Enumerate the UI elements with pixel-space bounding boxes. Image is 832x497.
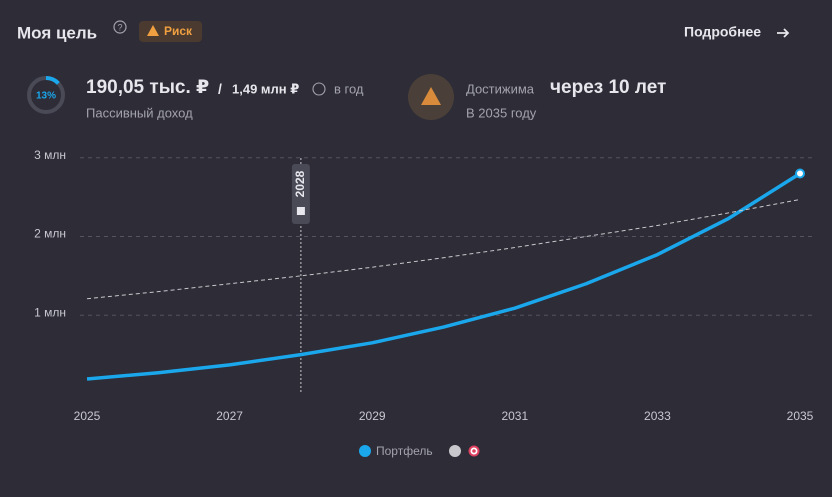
reach-caption: В 2035 году [466, 105, 537, 120]
risk-label: Риск [164, 24, 193, 38]
progress-arc [45, 76, 60, 85]
marker-badge [291, 164, 310, 224]
period: в год [334, 81, 364, 96]
svg-text:?: ? [117, 22, 122, 32]
arrow-icon [777, 28, 790, 38]
target-income: 1,49 млн ₽ [232, 81, 299, 96]
x-tick-label: 2025 [74, 409, 101, 423]
flag-icon [296, 207, 305, 215]
legend-label[interactable]: Портфель [376, 444, 433, 458]
income: 190,05 тыс. ₽ [86, 77, 209, 98]
income-caption: Пассивный доход [86, 105, 193, 120]
help-icon[interactable]: ? [113, 20, 127, 34]
progress-label: 13% [36, 91, 56, 102]
risk-icon [147, 25, 159, 36]
y-tick-label: 3 млн [34, 148, 66, 162]
marker-label: 2028 [293, 170, 307, 197]
reach-prefix: Достижима [466, 81, 535, 96]
risk-badge [139, 21, 202, 42]
x-tick-label: 2027 [216, 409, 243, 423]
x-tick-label: 2033 [644, 409, 671, 423]
details-link[interactable]: Подробнее [684, 24, 761, 40]
end-point [795, 168, 805, 179]
y-tick-label: 1 млн [34, 305, 66, 319]
x-tick-label: 2031 [501, 409, 528, 423]
help-icon[interactable] [312, 82, 326, 96]
x-tick-label: 2029 [359, 409, 386, 423]
legend-swatch[interactable] [359, 445, 371, 457]
y-tick-label: 2 млн [34, 227, 66, 241]
separator: / [218, 81, 222, 97]
portfolio-line [86, 172, 801, 381]
legend-swatch[interactable] [449, 445, 461, 457]
goal-line [86, 198, 801, 300]
target-icon[interactable] [468, 445, 480, 457]
x-tick-label: 2035 [787, 409, 814, 423]
goal-title: Моя цель [17, 23, 97, 42]
warning-icon [421, 87, 441, 105]
reach-time: через 10 лет [550, 77, 666, 98]
